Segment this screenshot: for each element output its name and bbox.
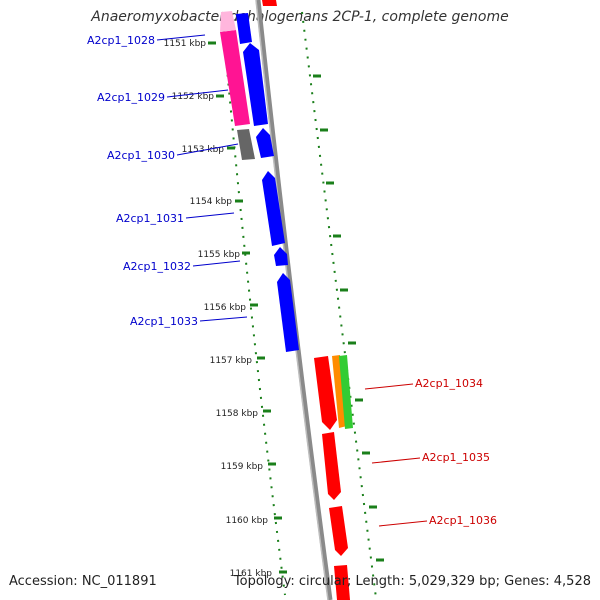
- label-leader: [378, 520, 428, 527]
- label-leader: [185, 212, 235, 219]
- tick-label: 1151 kbp: [164, 39, 207, 49]
- tick-track: [221, 11, 377, 599]
- inner-dotted-track: [221, 11, 286, 596]
- accession-label: Accession: NC_011891: [9, 574, 157, 589]
- gene-label: A2cp1_1035: [422, 451, 490, 464]
- gene-feature: [332, 355, 347, 428]
- gene-label: A2cp1_1028: [87, 34, 155, 47]
- misc-feature: [339, 355, 353, 429]
- cds-feature: [256, 128, 274, 158]
- map-title: Anaeromyxobacter dehalogenans 2CP-1, com…: [91, 9, 509, 25]
- rna-feature-cap: [220, 11, 236, 32]
- genome-summary: Topology: circular; Length: 5,029,329 bp…: [233, 574, 591, 589]
- cds-feature: [262, 171, 285, 246]
- gene-label: A2cp1_1031: [116, 212, 184, 225]
- reverse-features: [314, 355, 353, 600]
- tick-label: 1155 kbp: [198, 250, 241, 260]
- gene-label: A2cp1_1033: [130, 315, 198, 328]
- forward-features: [220, 0, 299, 352]
- cds-feature: [243, 43, 268, 126]
- tick-label: 1152 kbp: [172, 92, 215, 102]
- gene-label: A2cp1_1032: [123, 260, 191, 273]
- cds-feature: [314, 356, 337, 430]
- label-leader: [199, 316, 248, 322]
- label-leader: [371, 457, 421, 464]
- label-leader: [176, 143, 239, 156]
- tick-label: 1157 kbp: [210, 356, 253, 366]
- label-leader: [364, 383, 414, 390]
- label-leader: [166, 89, 229, 98]
- cds-feature: [329, 506, 348, 556]
- label-leader: [192, 260, 241, 267]
- tick-label: 1161 kbp: [230, 569, 273, 579]
- tick-label: 1160 kbp: [226, 516, 269, 526]
- rna-feature: [220, 30, 250, 126]
- outer-dotted-track: [301, 11, 377, 599]
- tick-marks: [208, 41, 384, 574]
- gene-label: A2cp1_1036: [429, 514, 497, 527]
- cds-feature: [236, 13, 252, 44]
- rna-feature-top: [262, 0, 277, 6]
- gene-label: A2cp1_1030: [107, 149, 175, 162]
- cds-feature: [334, 565, 350, 600]
- cds-feature: [322, 432, 341, 500]
- gene-label: A2cp1_1034: [415, 377, 483, 390]
- label-leader: [156, 34, 206, 41]
- tick-label: 1159 kbp: [221, 462, 264, 472]
- tick-label: 1158 kbp: [216, 409, 259, 419]
- other-feature: [237, 129, 255, 160]
- genome-backbone: [255, 0, 333, 600]
- cds-feature: [274, 247, 288, 266]
- cds-feature: [277, 273, 299, 352]
- tick-label: 1156 kbp: [204, 303, 247, 313]
- gene-label: A2cp1_1029: [97, 91, 165, 104]
- tick-label: 1154 kbp: [190, 197, 233, 207]
